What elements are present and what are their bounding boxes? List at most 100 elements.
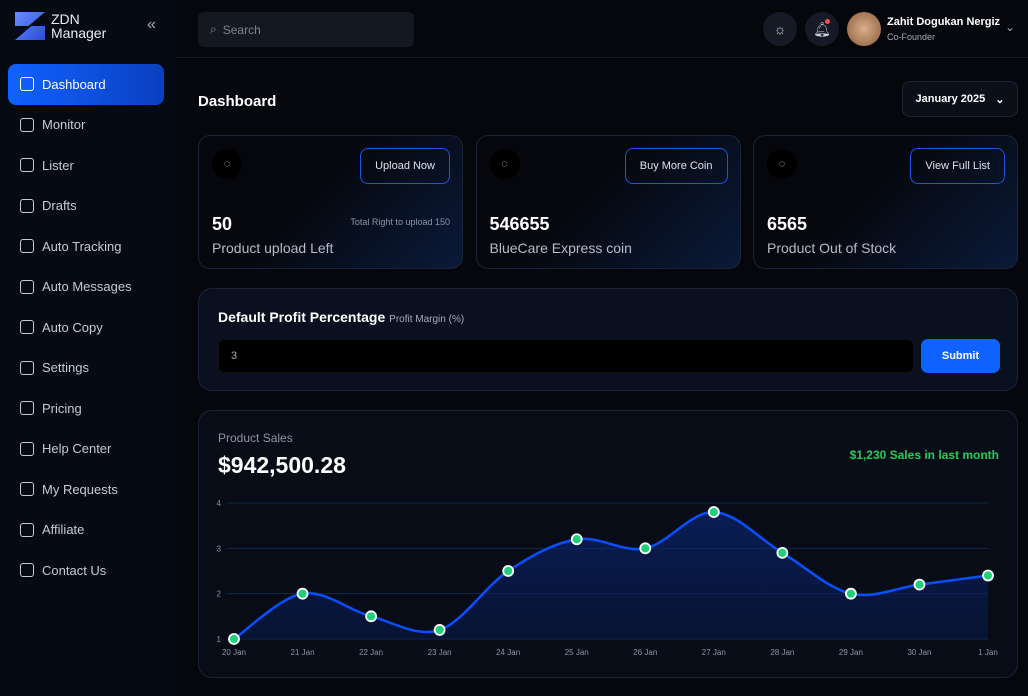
data-point	[707, 506, 720, 518]
page-title: Dashboard	[198, 93, 277, 110]
gear-icon	[20, 360, 34, 375]
card-action-button[interactable]: Buy More Coin	[624, 148, 728, 184]
sidebar-item-drafts[interactable]: Drafts	[8, 186, 164, 227]
sidebar-item-lister[interactable]: Lister	[8, 145, 164, 186]
data-point	[639, 542, 652, 555]
x-tick-label: 22 Jan	[359, 648, 383, 657]
search-placeholder: Search	[222, 22, 261, 37]
collapse-sidebar-icon[interactable]: «	[147, 16, 156, 33]
sales-label: Product Sales	[218, 431, 293, 445]
sales-total: $942,500.28	[218, 452, 346, 478]
x-tick-label: 1 Jan	[978, 648, 998, 657]
sidebar-item-auto-messages[interactable]: Auto Messages	[8, 267, 164, 308]
card-label: BlueCare Express coin	[489, 240, 632, 256]
requests-icon	[20, 482, 34, 497]
sidebar: ZDN Manager « Dashboard Monitor Lister Draft…	[0, 0, 176, 696]
data-point	[776, 546, 789, 559]
chevron-down-icon[interactable]: ⌄	[1005, 20, 1016, 34]
grid-icon	[20, 77, 34, 92]
sidebar-item-pricing[interactable]: Pricing	[8, 388, 164, 429]
sidebar-item-monitor[interactable]: Monitor	[8, 105, 164, 146]
sidebar-item-label: Auto Copy	[42, 319, 103, 335]
sidebar-item-label: Affiliate	[42, 522, 85, 538]
x-tick-label: 26 Jan	[633, 648, 657, 657]
x-tick-label: 21 Jan	[291, 648, 315, 657]
sidebar-item-affiliate[interactable]: Affiliate	[8, 510, 164, 551]
sidebar-item-label: Pricing	[42, 400, 82, 416]
x-tick-label: 25 Jan	[565, 648, 589, 657]
data-point	[845, 587, 857, 600]
sidebar-item-label: Lister	[42, 157, 74, 173]
y-tick-label: 2	[217, 590, 222, 599]
stat-card: ◌ Buy More Coin 546655 BlueCare Express …	[475, 135, 741, 269]
submit-button[interactable]: Submit	[921, 339, 1000, 373]
lifebuoy-icon	[20, 441, 34, 456]
list-icon	[20, 158, 34, 173]
sidebar-item-my-requests[interactable]: My Requests	[8, 469, 164, 510]
chevron-down-icon: ⌄	[995, 93, 1005, 106]
contact-icon	[20, 563, 34, 578]
sidebar-item-help-center[interactable]: Help Center	[8, 429, 164, 470]
tracking-icon	[20, 239, 34, 254]
data-point	[228, 633, 240, 645]
user-role: Co-Founder	[887, 32, 936, 42]
y-tick-label: 3	[217, 544, 222, 553]
month-select[interactable]: January 2025 ⌄	[902, 81, 1018, 117]
sidebar-item-settings[interactable]: Settings	[8, 348, 164, 389]
sidebar-item-label: Contact Us	[42, 562, 107, 578]
bell-icon: 🔔︎	[813, 20, 831, 37]
x-tick-label: 23 Jan	[428, 648, 452, 657]
sidebar-item-label: Auto Messages	[42, 279, 132, 295]
sidebar-item-label: Dashboard	[42, 76, 106, 92]
card-value: 6565	[767, 214, 808, 234]
data-point	[570, 533, 583, 546]
cloud-upload-icon: ◌	[212, 149, 242, 179]
theme-toggle-button[interactable]: ☼	[763, 12, 797, 46]
sidebar-item-dashboard[interactable]: Dashboard	[8, 64, 164, 105]
monitor-icon	[20, 117, 34, 132]
data-point	[502, 565, 515, 577]
search-input[interactable]: ⌕ Search	[198, 12, 414, 47]
x-tick-label: 28 Jan	[770, 648, 794, 657]
y-tick-label: 1	[217, 635, 222, 644]
sidebar-item-contact-us[interactable]: Contact Us	[8, 550, 164, 591]
search-icon: ⌕	[210, 22, 217, 36]
notifications-button[interactable]: 🔔︎	[805, 12, 839, 46]
profit-subtitle: Profit Margin (%)	[389, 314, 465, 325]
brand-line1: ZDN	[51, 11, 80, 27]
month-value: January 2025	[915, 93, 986, 105]
sidebar-item-label: My Requests	[42, 481, 118, 497]
notification-dot	[825, 19, 830, 24]
data-point	[982, 569, 994, 582]
x-tick-label: 20 Jan	[222, 648, 246, 657]
logo-icon	[15, 12, 45, 40]
user-name: Zahit Dogukan Nergiz	[887, 16, 1001, 28]
data-point	[433, 624, 446, 636]
x-tick-label: 27 Jan	[702, 648, 726, 657]
sidebar-item-label: Help Center	[42, 441, 112, 457]
stat-card: ◌ Upload Now 50 Product upload Left Tota…	[198, 135, 463, 269]
sidebar-nav: Dashboard Monitor Lister Drafts Auto Trackin…	[8, 64, 164, 591]
card-value: 50	[212, 214, 233, 234]
profit-percentage-input[interactable]: 3	[218, 339, 914, 373]
sidebar-item-auto-tracking[interactable]: Auto Tracking	[8, 226, 164, 267]
sidebar-item-label: Auto Tracking	[42, 238, 122, 254]
mail-icon	[20, 279, 34, 294]
avatar[interactable]	[847, 12, 881, 46]
drafts-icon	[20, 198, 34, 213]
sidebar-item-label: Drafts	[42, 198, 77, 214]
card-label: Product Out of Stock	[767, 240, 897, 256]
card-action-button[interactable]: Upload Now	[360, 148, 450, 184]
sales-badge: $1,230 Sales in last month	[849, 448, 999, 462]
x-tick-label: 30 Jan	[907, 648, 931, 657]
sun-icon: ☼	[773, 21, 787, 37]
logo[interactable]: ZDN Manager	[15, 12, 106, 40]
profit-title: Default Profit Percentage	[218, 309, 386, 325]
sidebar-item-auto-copy[interactable]: Auto Copy	[8, 307, 164, 348]
money-bag-icon	[20, 401, 34, 416]
card-value: 546655	[489, 214, 550, 234]
card-action-button[interactable]: View Full List	[910, 148, 1005, 184]
x-tick-label: 29 Jan	[839, 648, 863, 657]
y-tick-label: 4	[217, 499, 222, 508]
topbar: ⌕ Search ☼ 🔔︎ Zahit Dogukan Nergiz Co-Fou…	[176, 0, 1028, 58]
